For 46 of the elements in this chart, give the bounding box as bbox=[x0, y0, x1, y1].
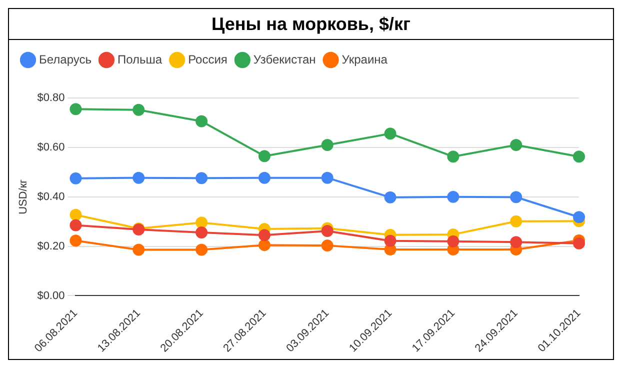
y-tick-label: $0.80 bbox=[37, 92, 65, 104]
point bbox=[196, 244, 208, 256]
point bbox=[258, 150, 270, 162]
point bbox=[384, 128, 396, 140]
point bbox=[321, 240, 334, 252]
legend-label: Украина bbox=[342, 52, 388, 66]
point bbox=[132, 172, 145, 184]
legend-label: Беларусь bbox=[39, 52, 92, 66]
point bbox=[510, 138, 522, 151]
point bbox=[196, 172, 208, 184]
point bbox=[321, 224, 334, 237]
point bbox=[447, 150, 460, 163]
chart-title: Цены на морковь, $/кг bbox=[9, 9, 613, 40]
y-tick-label: $0.60 bbox=[37, 141, 65, 154]
point bbox=[196, 115, 208, 128]
point bbox=[573, 237, 585, 250]
point bbox=[70, 234, 82, 247]
y-axis-title: USD/кг bbox=[18, 179, 30, 214]
point bbox=[132, 104, 145, 116]
point bbox=[321, 138, 334, 151]
point bbox=[447, 190, 460, 203]
point bbox=[447, 235, 460, 248]
y-tick-label: $0.40 bbox=[37, 190, 65, 203]
point bbox=[196, 226, 208, 238]
point bbox=[258, 239, 270, 252]
point bbox=[573, 150, 585, 163]
point bbox=[70, 172, 82, 184]
legend-label: Россия bbox=[188, 52, 228, 66]
point bbox=[510, 215, 522, 228]
point bbox=[384, 234, 396, 247]
point bbox=[70, 208, 82, 221]
point bbox=[384, 191, 396, 204]
point bbox=[132, 244, 145, 256]
point bbox=[258, 229, 270, 242]
y-tick-label: $0.20 bbox=[37, 240, 65, 252]
point bbox=[510, 236, 522, 248]
point bbox=[321, 172, 334, 184]
point bbox=[510, 191, 522, 204]
point bbox=[196, 216, 208, 229]
legend-label: Польша bbox=[117, 52, 162, 66]
legend-label: Узбекистан bbox=[253, 52, 316, 66]
y-tick-label: $0.00 bbox=[37, 290, 65, 302]
point bbox=[258, 172, 270, 184]
point bbox=[573, 211, 585, 224]
point bbox=[70, 103, 82, 116]
point bbox=[70, 219, 82, 232]
